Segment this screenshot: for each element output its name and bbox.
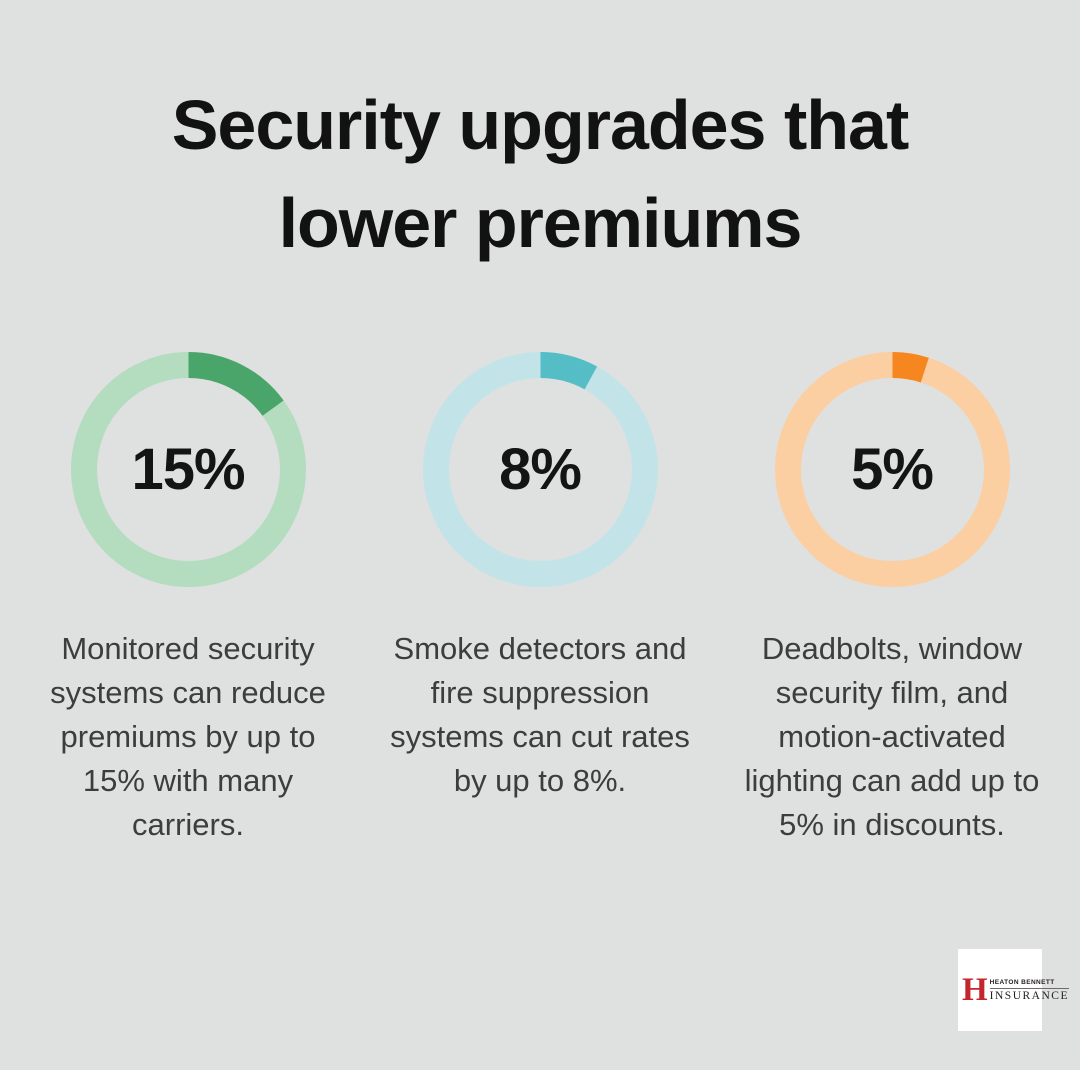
donut-segment [70,352,306,587]
logo-company-name: HEATON BENNETT [989,979,1069,989]
chart-column-smoke-detectors: 8% Smoke detectors and fire suppression … [364,352,716,834]
donut-chart-15-percent: 15% [70,352,306,587]
donut-value-label: 8% [499,437,582,502]
donut-segment [774,352,1010,587]
logo-text: HEATON BENNETT INSURANCE [989,979,1069,1002]
logo-industry-label: INSURANCE [989,989,1069,1002]
brand-logo: H HEATON BENNETT INSURANCE [958,949,1069,1031]
donut-chart-8-percent: 8% [422,352,658,587]
donut-value-label: 5% [851,437,934,502]
donut-svg [70,352,306,587]
logo-monogram-h: H [962,971,988,1008]
donut-svg [774,352,1010,587]
donut-svg [422,352,658,587]
chart-column-deadbolts: 5% Deadbolts, window security film, and … [716,352,1068,878]
donut-chart-5-percent: 5% [774,352,1010,587]
chart-caption: Deadbolts, window security film, and mot… [744,631,1040,842]
chart-caption: Smoke detectors and fire suppression sys… [390,631,690,798]
donut-value-label: 15% [131,437,245,502]
chart-column-security-systems: 15% Monitored security systems can reduc… [12,352,364,878]
charts-row: 15% Monitored security systems can reduc… [0,352,1080,878]
infographic-title: Security upgrades that lower premiums [171,86,910,262]
donut-segment [422,352,658,587]
chart-caption: Monitored security systems can reduce pr… [50,631,326,842]
